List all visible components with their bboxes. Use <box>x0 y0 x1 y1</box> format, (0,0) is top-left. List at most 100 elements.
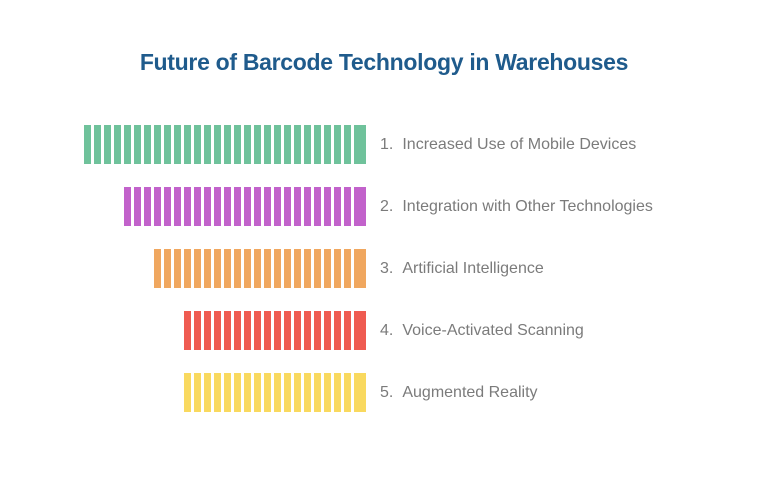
barcode-bar <box>334 311 341 350</box>
barcode-bar <box>194 249 201 288</box>
list-item-label: Augmented Reality <box>402 383 538 401</box>
barcode-bar <box>354 373 366 412</box>
barcode-bar <box>294 311 301 350</box>
list-item-text: 5. Augmented Reality <box>380 384 538 402</box>
barcode-bar <box>324 187 331 226</box>
barcode-bar <box>294 125 301 164</box>
barcode-bar <box>224 373 231 412</box>
barcode-bar <box>264 373 271 412</box>
barcode-bar <box>194 373 201 412</box>
barcode-bar <box>144 125 151 164</box>
barcode-bar <box>184 125 191 164</box>
list-item-number: 3. <box>380 259 394 277</box>
barcode-bar <box>234 373 241 412</box>
list-item-text: 4. Voice-Activated Scanning <box>380 322 584 340</box>
barcode-graphic <box>80 373 366 412</box>
barcode-bar <box>174 187 181 226</box>
list-item-label: Integration with Other Technologies <box>402 197 653 215</box>
barcode-bar <box>354 249 366 288</box>
barcode-bar <box>224 311 231 350</box>
barcode-list: 1. Increased Use of Mobile Devices 2. Integ… <box>80 125 768 412</box>
barcode-bar <box>244 187 251 226</box>
barcode-graphic <box>80 249 366 288</box>
barcode-bar <box>204 373 211 412</box>
barcode-bar <box>314 373 321 412</box>
barcode-bar <box>294 373 301 412</box>
barcode-bar <box>164 187 171 226</box>
barcode-graphic <box>80 311 366 350</box>
barcode-bar <box>204 249 211 288</box>
barcode-bar <box>304 125 311 164</box>
barcode-bar <box>354 311 366 350</box>
barcode-bar <box>244 311 251 350</box>
barcode-bar <box>164 125 171 164</box>
barcode-bar <box>204 125 211 164</box>
barcode-bar <box>334 125 341 164</box>
barcode-bar <box>194 125 201 164</box>
barcode-bar <box>304 311 311 350</box>
barcode-bar <box>284 249 291 288</box>
barcode-bar <box>184 311 191 350</box>
list-item: 1. Increased Use of Mobile Devices <box>80 125 768 164</box>
barcode-bar <box>134 187 141 226</box>
list-item-text: 2. Integration with Other Technologies <box>380 198 653 216</box>
barcode-bar <box>254 311 261 350</box>
barcode-bar <box>344 373 351 412</box>
list-item-label: Artificial Intelligence <box>402 259 544 277</box>
barcode-bar <box>274 373 281 412</box>
barcode-bar <box>234 125 241 164</box>
barcode-bar <box>314 187 321 226</box>
barcode-bar <box>214 187 221 226</box>
barcode-bar <box>314 249 321 288</box>
barcode-bar <box>94 125 101 164</box>
list-item: 2. Integration with Other Technologies <box>80 187 768 226</box>
barcode-bar <box>344 125 351 164</box>
list-item-number: 4. <box>380 321 394 339</box>
barcode-bar <box>124 187 131 226</box>
barcode-bar <box>184 249 191 288</box>
barcode-bar <box>234 187 241 226</box>
barcode-bar <box>324 125 331 164</box>
barcode-bar <box>194 311 201 350</box>
barcode-bar <box>194 187 201 226</box>
barcode-bar <box>284 373 291 412</box>
barcode-bar <box>234 311 241 350</box>
barcode-bar <box>304 249 311 288</box>
barcode-bar <box>244 373 251 412</box>
barcode-bar <box>304 187 311 226</box>
barcode-bar <box>334 249 341 288</box>
list-item: 4. Voice-Activated Scanning <box>80 311 768 350</box>
barcode-bar <box>344 311 351 350</box>
barcode-bar <box>324 249 331 288</box>
list-item-text: 1. Increased Use of Mobile Devices <box>380 136 636 154</box>
barcode-bar <box>294 249 301 288</box>
barcode-bar <box>134 125 141 164</box>
barcode-bar <box>244 249 251 288</box>
list-item-label: Voice-Activated Scanning <box>402 321 584 339</box>
barcode-bar <box>224 249 231 288</box>
barcode-graphic <box>80 187 366 226</box>
barcode-bar <box>284 187 291 226</box>
list-item-number: 2. <box>380 197 394 215</box>
list-item: 3. Artificial Intelligence <box>80 249 768 288</box>
barcode-bar <box>304 373 311 412</box>
barcode-bar <box>264 249 271 288</box>
barcode-bar <box>224 125 231 164</box>
barcode-bar <box>344 187 351 226</box>
barcode-bar <box>184 187 191 226</box>
list-item: 5. Augmented Reality <box>80 373 768 412</box>
barcode-bar <box>254 249 261 288</box>
barcode-bar <box>184 373 191 412</box>
barcode-bar <box>144 187 151 226</box>
barcode-bar <box>104 125 111 164</box>
barcode-bar <box>154 125 161 164</box>
barcode-bar <box>174 249 181 288</box>
barcode-bar <box>154 249 161 288</box>
barcode-bar <box>314 311 321 350</box>
list-item-label: Increased Use of Mobile Devices <box>402 135 637 153</box>
barcode-bar <box>284 125 291 164</box>
barcode-bar <box>324 311 331 350</box>
barcode-bar <box>334 373 341 412</box>
barcode-bar <box>244 125 251 164</box>
barcode-bar <box>154 187 161 226</box>
